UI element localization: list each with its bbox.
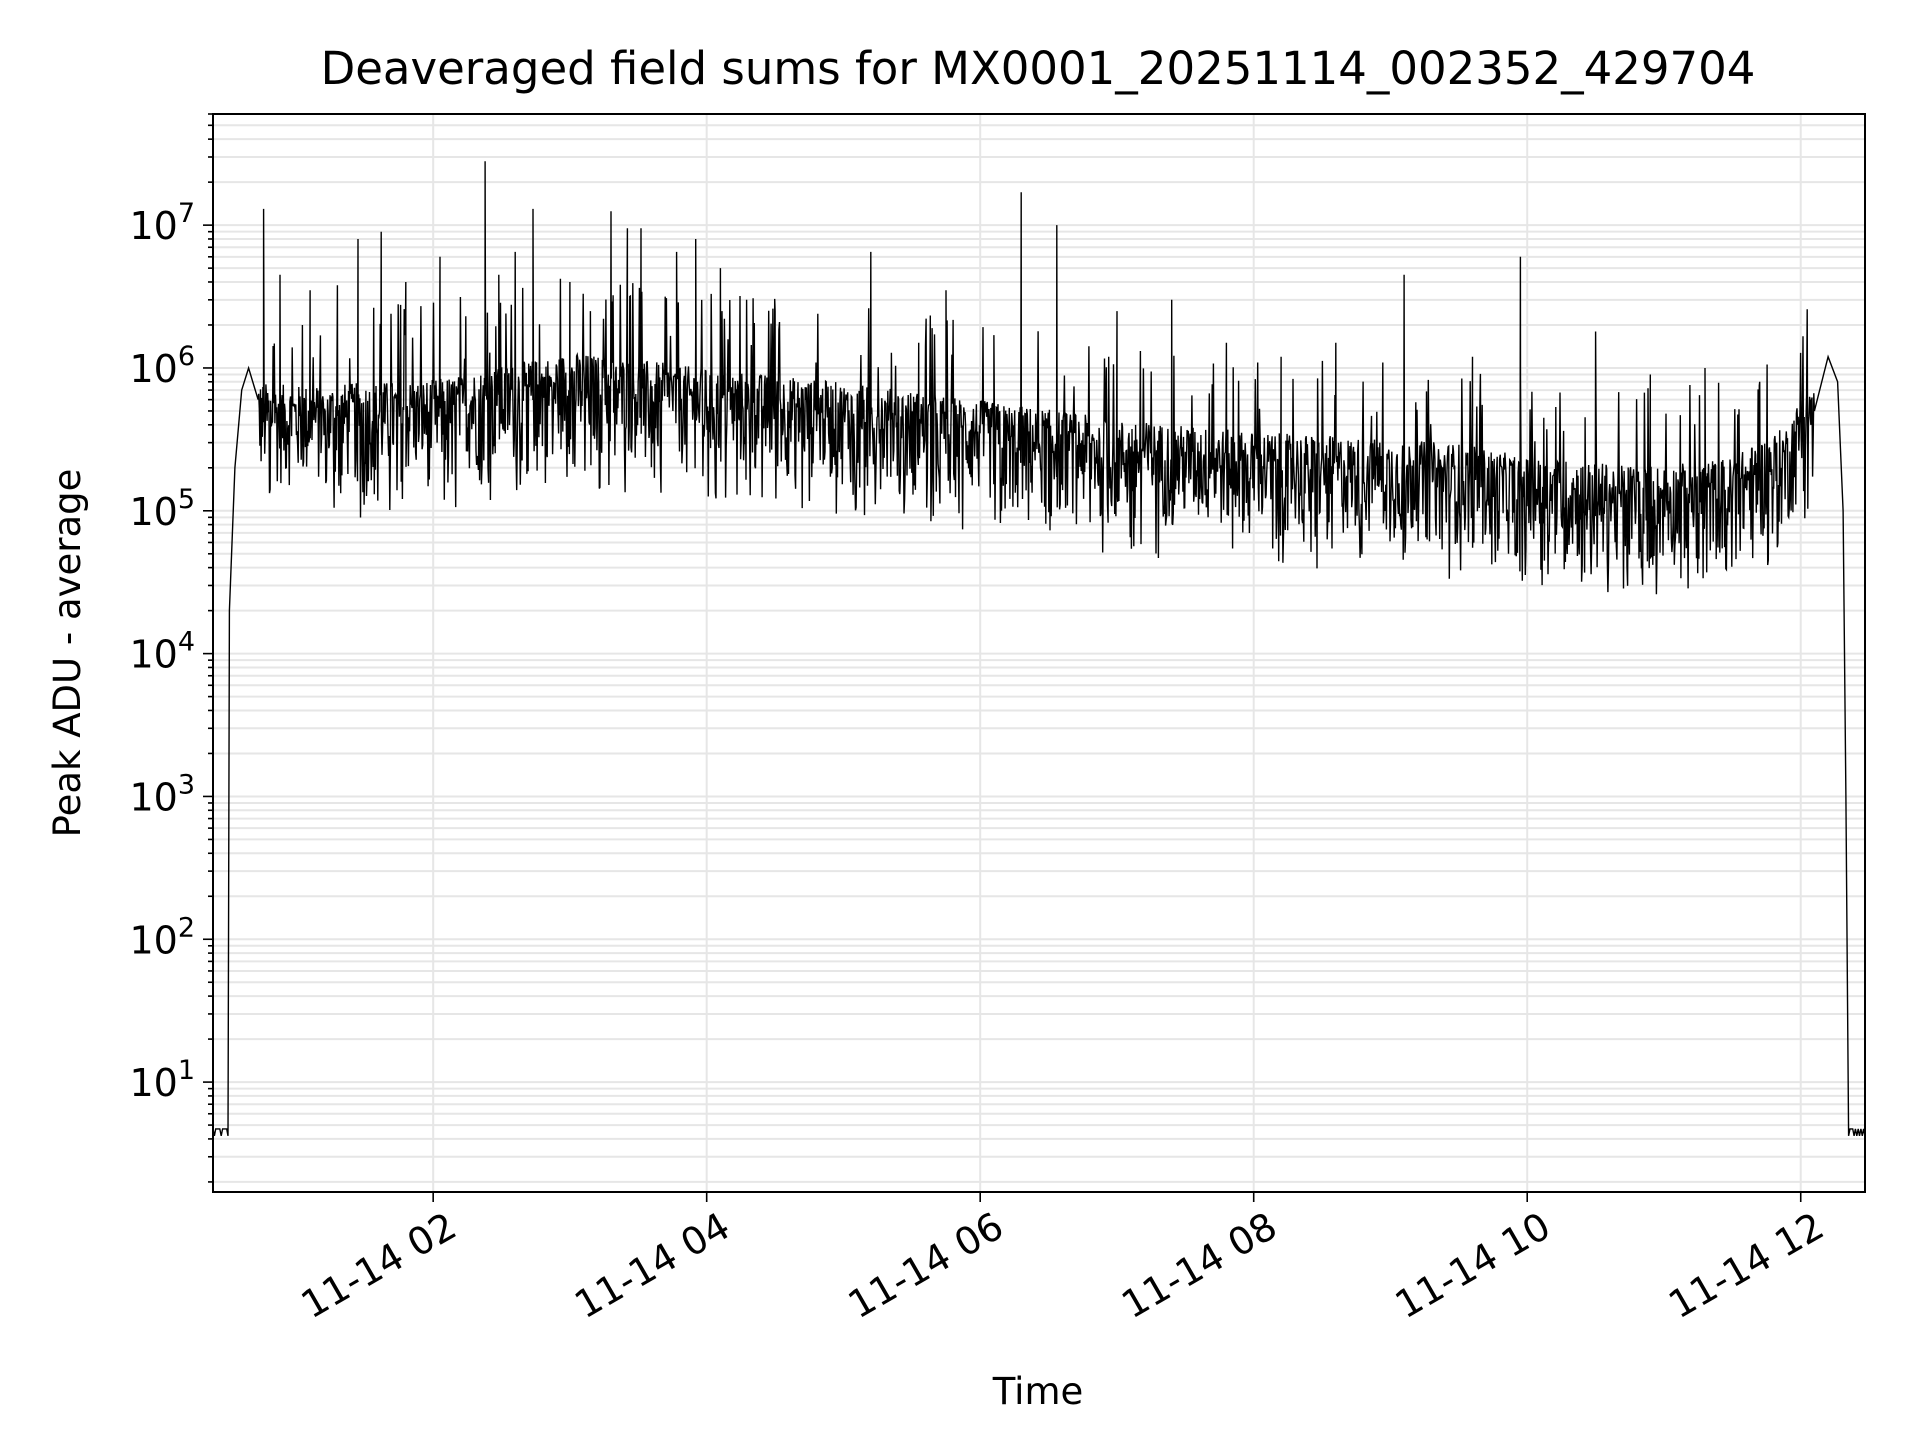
y-tick-label: 101 [129, 1055, 195, 1105]
y-tick-label-exponent: 7 [178, 198, 195, 229]
y-tick-label: 105 [129, 484, 195, 534]
y-tick-label-base: 10 [129, 918, 177, 962]
y-tick-label-exponent: 3 [178, 769, 195, 800]
y-tick-label-base: 10 [129, 1061, 177, 1105]
y-tick-label: 107 [129, 198, 195, 248]
y-tick-label-base: 10 [129, 490, 177, 534]
x-axis-label: Time [992, 1370, 1084, 1413]
y-tick-label: 104 [129, 627, 195, 677]
y-tick-label-base: 10 [129, 204, 177, 248]
y-tick-label-exponent: 5 [178, 484, 195, 515]
y-tick-label: 103 [129, 769, 195, 819]
y-tick-label-base: 10 [129, 347, 177, 391]
series-layer [213, 161, 1865, 1137]
chart-title: Deaveraged field sums for MX0001_2025111… [321, 42, 1756, 95]
y-tick-label-exponent: 1 [178, 1055, 195, 1086]
y-tick-label-exponent: 6 [178, 341, 195, 372]
y-tick-label-exponent: 2 [178, 912, 195, 943]
y-tick-label: 102 [129, 912, 195, 962]
y-tick-label: 106 [129, 341, 195, 391]
data-series-line [213, 161, 1865, 1137]
grid-lines [213, 113, 1865, 1192]
y-axis-label: Peak ADU - average [46, 469, 89, 838]
y-tick-label-exponent: 4 [178, 627, 195, 658]
y-tick-label-base: 10 [129, 633, 177, 677]
y-tick-label-base: 10 [129, 775, 177, 819]
